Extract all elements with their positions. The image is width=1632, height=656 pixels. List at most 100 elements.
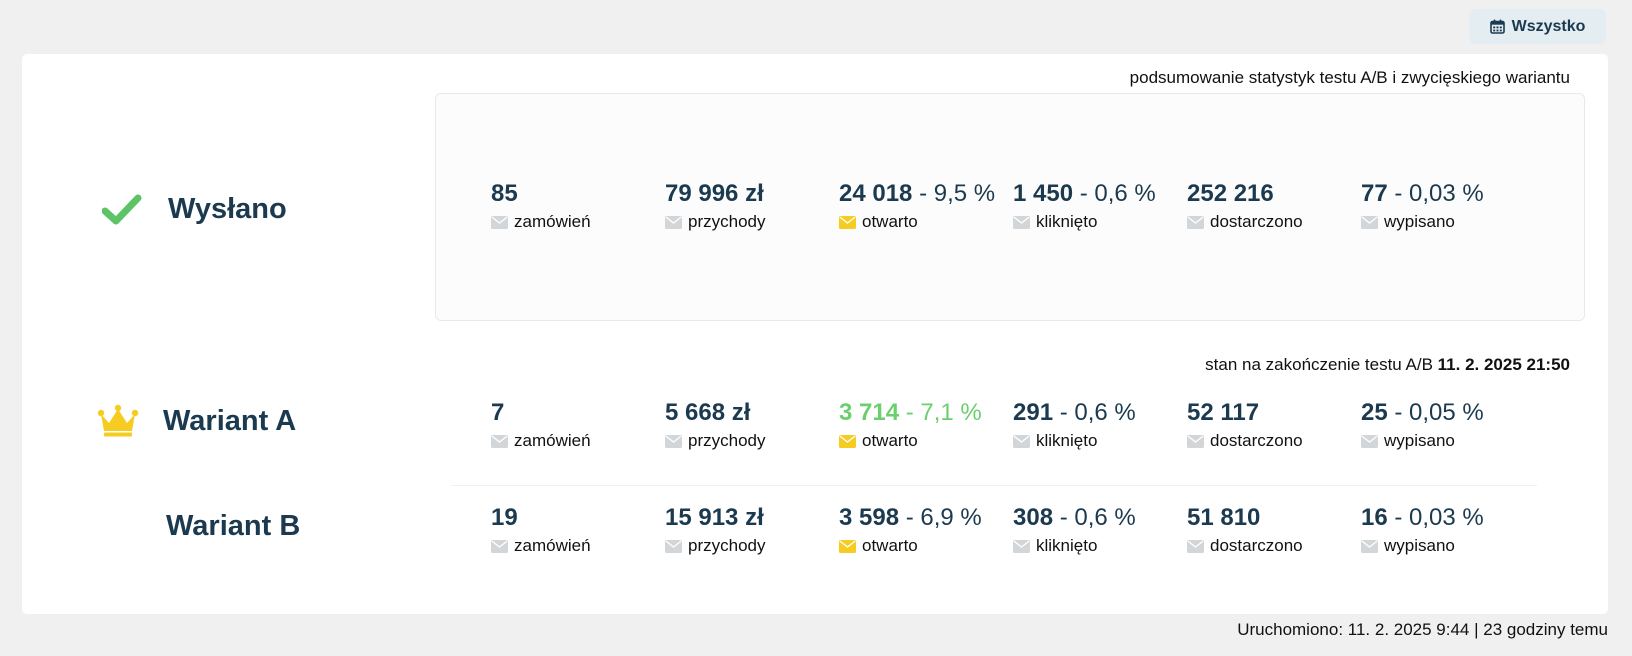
stat-orders: 7 zamówień [491,399,665,451]
stat-label: kliknięto [1036,536,1098,555]
stat-label: otwarto [862,431,918,450]
stat-value: 3 714 [839,399,900,426]
stat-percent: - 9,5 % [912,180,996,207]
stat-label: przychody [688,431,766,450]
stat-delivered: 51 810 dostarczono [1187,504,1361,556]
test-end-status: stan na zakończenie testu A/B 11. 2. 202… [1205,355,1570,375]
envelope-icon [1013,215,1030,229]
stat-unsubscribed: 77 - 0,03 % wypisano [1361,180,1535,232]
envelope-icon [839,215,856,229]
stat-unsubscribed: 16 - 0,03 % wypisano [1361,504,1535,556]
ab-test-card: podsumowanie statystyk testu A/B i zwyci… [22,54,1608,614]
stat-value: 19 [491,504,518,531]
stat-value: 3 598 [839,504,900,531]
stat-value: 25 [1361,399,1388,426]
stat-label: wypisano [1384,536,1455,555]
stat-value: 5 668 zł [665,399,751,426]
stat-label: otwarto [862,212,918,231]
variant-divider [451,485,1537,486]
envelope-icon [839,434,856,448]
stat-label: dostarczono [1210,431,1303,450]
stat-label: dostarczono [1210,536,1303,555]
stat-opened: 3 598 - 6,9 % otwarto [839,504,1013,556]
stat-value: 7 [491,399,505,426]
stat-value: 1 450 [1013,180,1074,207]
envelope-icon [1013,434,1030,448]
stat-value: 77 [1361,180,1388,207]
stat-value: 15 913 zł [665,504,764,531]
stat-label: kliknięto [1036,431,1098,450]
variant-a-row-label: Wariant A [97,404,296,438]
stat-value: 85 [491,180,518,207]
variant-a-label: Wariant A [163,404,297,437]
envelope-icon [491,434,508,448]
stat-label: zamówień [514,536,591,555]
calendar-icon [1489,19,1505,34]
stat-value: 51 810 [1187,504,1261,531]
stat-value: 252 216 [1187,180,1274,207]
stat-percent: - 0,6 % [1053,504,1136,531]
stat-orders: 85 zamówień [491,180,665,232]
stat-label: przychody [688,536,766,555]
envelope-icon [1013,539,1030,553]
stat-percent: - 0,03 % [1387,180,1484,207]
stat-clicked: 291 - 0,6 % kliknięto [1013,399,1187,451]
crown-icon [97,404,139,438]
stat-orders: 19 zamówień [491,504,665,556]
status-caption-date: 11. 2. 2025 21:50 [1437,355,1570,374]
stat-percent: - 0,05 % [1387,399,1484,426]
stat-label: zamówień [514,212,591,231]
stat-label: dostarczono [1210,212,1303,231]
stat-revenue: 5 668 zł przychody [665,399,839,451]
stat-percent: - 0,6 % [1053,399,1136,426]
stat-revenue: 15 913 zł przychody [665,504,839,556]
launch-info: Uruchomiono: 11. 2. 2025 9:44 | 23 godzi… [1237,620,1608,639]
envelope-icon [1361,434,1378,448]
envelope-icon [1187,539,1204,553]
envelope-icon [1187,215,1204,229]
envelope-icon [1361,215,1378,229]
envelope-icon [1187,434,1204,448]
stat-clicked: 308 - 0,6 % kliknięto [1013,504,1187,556]
stat-label: zamówień [514,431,591,450]
stat-unsubscribed: 25 - 0,05 % wypisano [1361,399,1535,451]
stat-label: przychody [688,212,766,231]
variant-b-row-label: Wariant B [166,510,300,543]
stat-value: 24 018 [839,180,913,207]
stat-revenue: 79 996 zł przychody [665,180,839,232]
stat-value: 16 [1361,504,1388,531]
envelope-icon [665,539,682,553]
stat-percent: - 0,03 % [1387,504,1484,531]
stat-label: kliknięto [1036,212,1098,231]
filter-all-label: Wszystko [1511,17,1586,35]
checkmark-icon [101,194,142,226]
stat-value: 291 [1013,399,1054,426]
filter-all-button[interactable]: Wszystko [1469,9,1606,44]
envelope-icon [665,215,682,229]
sent-row-label: Wysłano [101,193,287,226]
stat-delivered: 52 117 dostarczono [1187,399,1361,451]
summary-caption: podsumowanie statystyk testu A/B i zwyci… [1129,68,1570,87]
stat-percent: - 0,6 % [1073,180,1156,207]
stat-opened-winner: 3 714 - 7,1 % otwarto [839,399,1013,451]
stat-label: wypisano [1384,212,1455,231]
stat-value: 308 [1013,504,1054,531]
stat-delivered: 252 216 dostarczono [1187,180,1361,232]
summary-box [435,93,1585,321]
stat-label: wypisano [1384,431,1455,450]
stat-value: 79 996 zł [665,180,764,207]
variant-b-label: Wariant B [166,510,301,542]
status-caption-text: stan na zakończenie testu A/B [1205,355,1438,374]
envelope-icon [1361,539,1378,553]
sent-label: Wysłano [168,193,287,225]
stat-percent: - 7,1 % [899,399,982,426]
envelope-icon [839,539,856,553]
envelope-icon [665,434,682,448]
stat-label: otwarto [862,536,918,555]
stat-clicked: 1 450 - 0,6 % kliknięto [1013,180,1187,232]
envelope-icon [491,215,508,229]
stat-opened: 24 018 - 9,5 % otwarto [839,180,1013,232]
stat-value: 52 117 [1187,399,1260,426]
stat-percent: - 6,9 % [899,504,982,531]
